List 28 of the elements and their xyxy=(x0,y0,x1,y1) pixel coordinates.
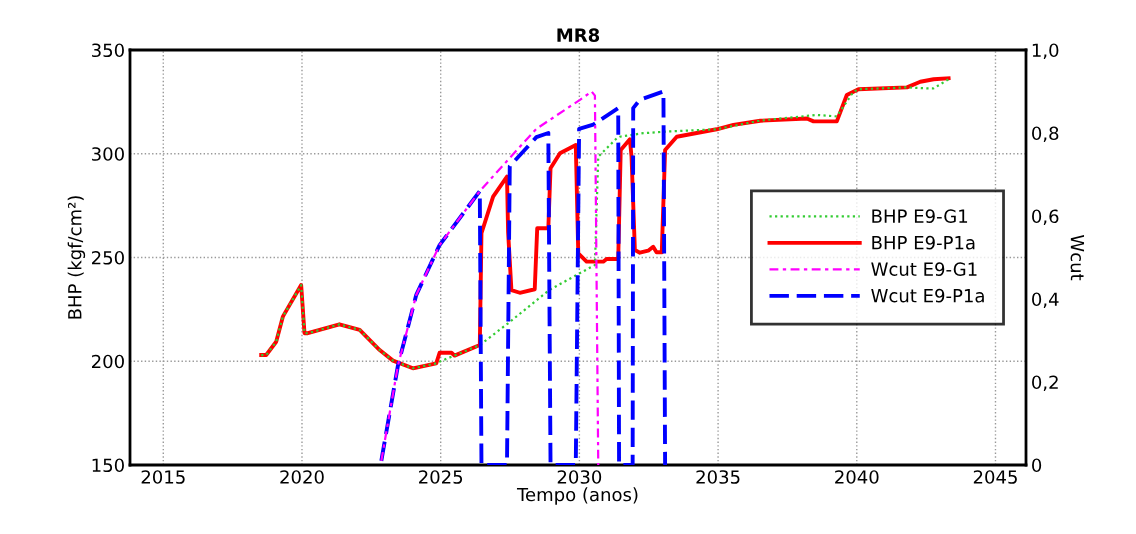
y-tick-label: 350 xyxy=(92,43,124,58)
legend-label: BHP E9-G1 xyxy=(872,209,968,223)
line-series xyxy=(380,90,600,465)
y-tick-label: 200 xyxy=(92,354,124,369)
x-tick-label: 2030 xyxy=(557,470,602,484)
y2-axis-title: Wcut xyxy=(1070,234,1085,281)
legend-label: Wcut E9-P1a xyxy=(871,288,984,303)
y2-tick-label: 0,8 xyxy=(1032,126,1059,142)
chart-title: MR8 xyxy=(557,28,600,42)
y-tick-label: 300 xyxy=(92,147,124,161)
y2-tick-label: 0 xyxy=(1032,458,1042,473)
y-axis-title: BHP (kgf/cm²) xyxy=(67,196,86,319)
line-series xyxy=(379,89,668,465)
x-tick-label: 2035 xyxy=(696,470,740,484)
legend-label: Wcut E9-G1 xyxy=(871,262,977,276)
x-tick-label: 2020 xyxy=(280,470,324,484)
y-tick-label: 150 xyxy=(92,458,124,473)
y2-tick-label: 0,6 xyxy=(1032,209,1059,225)
legend-label: BHP E9-P1a xyxy=(872,235,975,250)
y-tick-label: 250 xyxy=(92,250,124,265)
x-tick-label: 2025 xyxy=(419,470,463,484)
y2-tick-label: 0,4 xyxy=(1032,292,1059,308)
y2-tick-label: 0,2 xyxy=(1032,375,1058,391)
y2-tick-label: 1,0 xyxy=(1032,43,1059,59)
x-tick-label: 2040 xyxy=(835,470,879,484)
x-axis-title: Tempo (anos) xyxy=(516,487,638,505)
x-tick-label: 2015 xyxy=(141,470,185,484)
x-tick-label: 2045 xyxy=(973,470,1017,484)
